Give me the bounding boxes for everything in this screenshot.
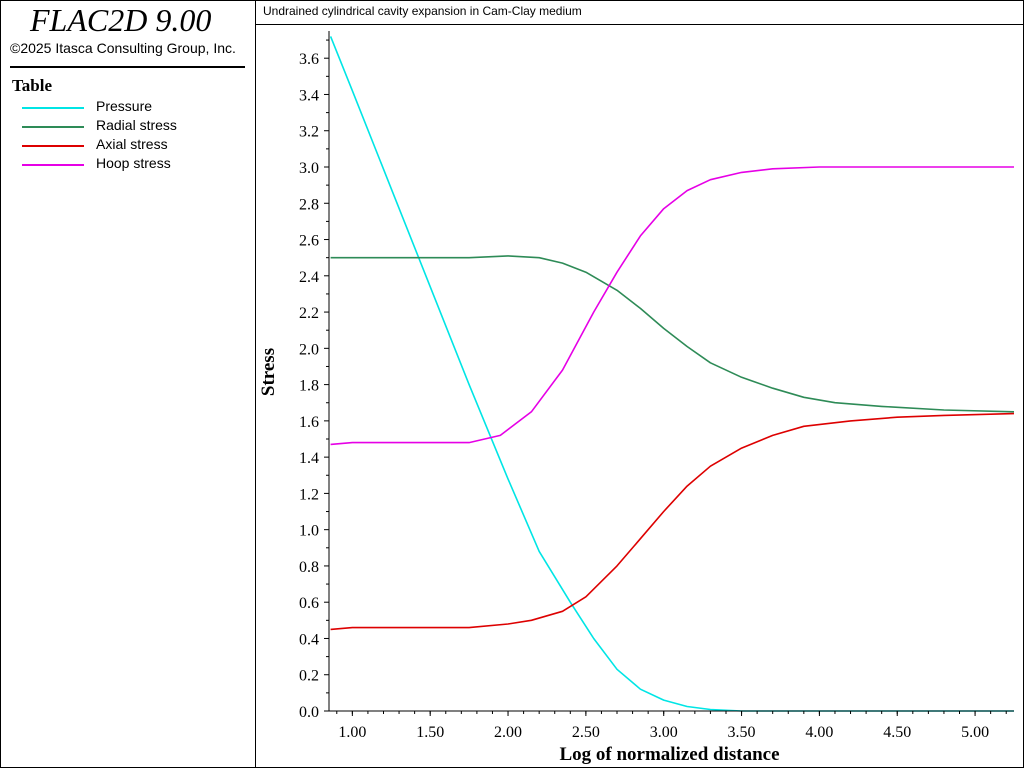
legend-swatch-axial-stress [22,145,84,147]
x-tick-label: 3.00 [650,724,678,741]
copyright-text: ©2025 Itasca Consulting Group, Inc. [10,40,236,56]
axis-layer: 0.0 0.2 0.4 0.6 0.8 1.0 1.2 1.4 1.6 1.8 2.0 2.2 2.4 2… [299,31,1014,741]
legend-item-radial-stress[interactable]: Radial stress [22,117,242,136]
y-tick-label: 2.6 [299,233,319,250]
legend-swatch-radial-stress [22,126,84,128]
x-tick-label: 4.00 [805,724,833,741]
y-tick-label: 0.0 [299,704,319,721]
app-title: FLAC2D 9.00 [30,2,212,38]
legend-swatch-pressure [22,107,84,109]
legend-item-axial-stress[interactable]: Axial stress [22,136,242,155]
x-tick-label: 2.50 [572,724,600,741]
y-tick-label: 1.8 [299,378,319,395]
x-tick-label: 2.00 [494,724,522,741]
x-tick-label: 4.50 [883,724,911,741]
series-line-radial-stress [330,255,1015,413]
y-tick-label: 3.6 [299,51,319,68]
panel-divider [10,66,245,68]
y-tick-label: 0.2 [299,668,319,685]
y-tick-label: 2.2 [299,305,319,322]
y-tick-label: 2.4 [299,269,319,286]
y-tick-label: 1.0 [299,523,319,540]
y-tick-label: 0.8 [299,559,319,576]
legend-title: Table [12,76,53,95]
y-tick-label: 2.0 [299,341,319,358]
y-tick-label: 1.4 [299,450,319,467]
series-line-hoop-stress [330,166,1014,446]
series-layer [329,36,1015,712]
legend-swatch-hoop-stress [22,164,84,166]
y-axis-label: Stress [258,348,279,396]
legend-label-radial-stress: Radial stress [96,117,177,133]
x-axis-label: Log of normalized distance [559,744,779,765]
series-line-axial-stress [330,412,1015,631]
legend-label-pressure: Pressure [96,98,153,114]
y-tick-label: 3.4 [299,87,319,104]
y-tick-label: 2.8 [299,196,319,213]
legend-panel: FLAC2D 9.00 ©2025 Itasca Consulting Grou… [0,0,256,768]
x-tick-label: 5.00 [961,724,989,741]
series-line-pressure [329,36,1014,712]
legend-item-hoop-stress[interactable]: Hoop stress [22,155,242,174]
y-tick-label: 3.0 [299,160,319,177]
x-tick-label: 1.50 [416,724,444,741]
chart-title: Undrained cylindrical cavity expansion i… [263,4,582,18]
y-tick-label: 0.4 [299,631,319,648]
legend-label-axial-stress: Axial stress [96,136,168,152]
y-tick-label: 0.6 [299,595,319,612]
x-tick-label: 1.00 [338,724,366,741]
y-tick-label: 3.2 [299,124,319,141]
x-tick-label: 3.50 [728,724,756,741]
title-rule [256,24,1024,25]
legend-label-hoop-stress: Hoop stress [96,155,171,171]
y-tick-label: 1.2 [299,486,319,503]
legend-item-pressure[interactable]: Pressure [22,98,242,117]
y-tick-label: 1.6 [299,414,319,431]
